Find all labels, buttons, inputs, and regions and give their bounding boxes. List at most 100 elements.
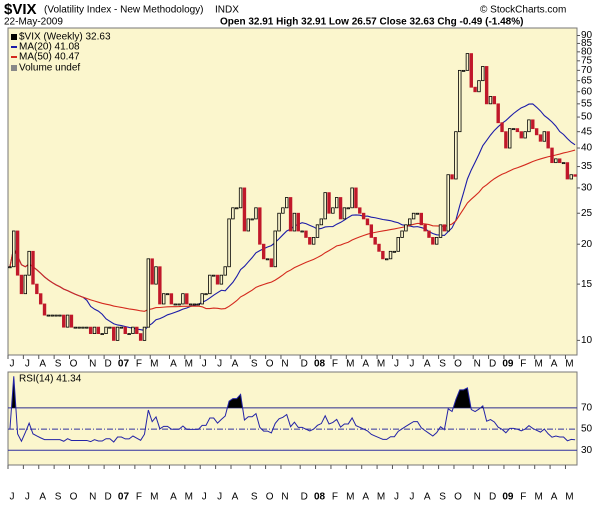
candle xyxy=(112,326,116,341)
y-tick-label: 70 xyxy=(581,403,593,414)
x-tick-label: O xyxy=(70,359,78,370)
y-tick-label: 20 xyxy=(581,239,593,250)
x-tick-label: O xyxy=(454,359,462,370)
x-tick-label: O xyxy=(454,492,462,503)
candle xyxy=(196,303,201,306)
candle xyxy=(58,314,62,317)
x-tick-label: J xyxy=(394,492,399,503)
candle xyxy=(108,326,112,329)
y-tick-label: 55 xyxy=(581,98,593,109)
x-tick-label: S xyxy=(55,359,62,370)
x-tick-label: M xyxy=(535,492,543,503)
candle xyxy=(538,134,543,142)
candle xyxy=(285,197,289,209)
candle xyxy=(96,326,101,335)
candle xyxy=(85,326,89,329)
x-tick-label: M xyxy=(346,359,354,370)
candle xyxy=(358,207,362,214)
x-tick-label: M xyxy=(377,492,385,503)
candle xyxy=(127,333,131,336)
candle xyxy=(65,314,70,328)
candle xyxy=(396,237,400,252)
candle xyxy=(281,207,285,214)
x-tick-label: M xyxy=(535,359,543,370)
candle xyxy=(419,212,423,226)
y-tick-label: 45 xyxy=(581,126,593,137)
candle xyxy=(231,207,235,220)
x-tick-label: F xyxy=(332,359,338,370)
candle xyxy=(354,187,358,209)
candle xyxy=(81,326,85,329)
x-tick-label: N xyxy=(474,492,481,503)
y-tick-label: 90 xyxy=(581,30,593,41)
candle xyxy=(296,212,300,232)
candle xyxy=(62,314,66,328)
candle xyxy=(565,162,570,180)
candle xyxy=(527,119,531,133)
candle xyxy=(38,293,43,305)
candle xyxy=(235,207,239,210)
candle xyxy=(211,274,216,277)
y-tick-label: 60 xyxy=(581,86,593,97)
candle xyxy=(238,187,243,209)
candle xyxy=(292,212,297,232)
candle xyxy=(561,162,566,165)
candle xyxy=(438,224,443,238)
candle xyxy=(554,158,558,164)
candle xyxy=(473,86,477,93)
x-tick-label: J xyxy=(394,359,399,370)
candle xyxy=(377,243,381,252)
candle xyxy=(469,53,473,88)
y-tick-label: 15 xyxy=(581,279,593,290)
candle xyxy=(277,212,281,232)
candle xyxy=(273,230,277,268)
candle xyxy=(350,187,354,209)
x-tick-label: A xyxy=(170,492,177,503)
candle xyxy=(192,303,197,306)
candle xyxy=(177,303,181,306)
candle xyxy=(162,293,166,305)
y-tick-label: 65 xyxy=(581,75,593,86)
candle xyxy=(100,333,104,336)
candle xyxy=(511,128,516,131)
candle xyxy=(265,258,270,261)
candle xyxy=(258,207,262,245)
candle xyxy=(165,293,170,296)
candle xyxy=(427,230,431,238)
candle xyxy=(131,326,135,335)
x-tick-label: 09 xyxy=(502,359,514,370)
x-tick-label: F xyxy=(136,492,142,503)
candle xyxy=(365,218,370,226)
candle xyxy=(346,207,350,210)
candle xyxy=(311,237,316,245)
candle xyxy=(119,326,124,329)
y-tick-label: 10 xyxy=(581,335,593,346)
y-tick-label: 25 xyxy=(581,208,593,219)
candle xyxy=(215,274,220,285)
x-tick-label: M xyxy=(185,359,193,370)
candle xyxy=(123,326,127,335)
candle xyxy=(434,237,439,245)
x-tick-label: D xyxy=(301,492,308,503)
candle xyxy=(496,103,500,124)
x-tick-label: A xyxy=(170,359,177,370)
candle xyxy=(242,187,247,232)
y-tick-label: 30 xyxy=(581,183,593,194)
candle xyxy=(411,212,416,220)
candle xyxy=(185,293,189,305)
candle xyxy=(181,293,185,305)
candle xyxy=(77,326,81,329)
candle xyxy=(331,207,335,214)
candle xyxy=(431,237,435,245)
candle xyxy=(500,122,504,133)
candle xyxy=(369,224,374,238)
index-title: (Volatility Index - New Methodology) xyxy=(44,5,204,16)
x-tick-label: J xyxy=(409,492,414,503)
candle xyxy=(569,174,573,180)
candle xyxy=(219,274,224,285)
candle xyxy=(342,207,347,220)
candle xyxy=(169,293,174,305)
x-tick-label: A xyxy=(39,492,46,503)
candle xyxy=(557,158,562,164)
